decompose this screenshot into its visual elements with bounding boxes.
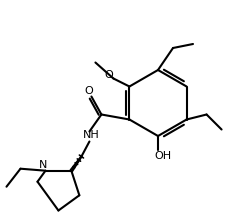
Text: O: O bbox=[84, 85, 93, 95]
Text: OH: OH bbox=[154, 151, 172, 161]
Text: O: O bbox=[104, 70, 113, 81]
Text: NH: NH bbox=[83, 130, 100, 140]
Text: N: N bbox=[39, 160, 48, 170]
